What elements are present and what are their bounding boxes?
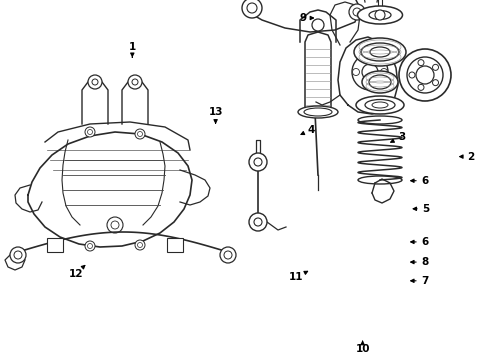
Text: 6: 6: [411, 237, 429, 247]
Circle shape: [128, 75, 142, 89]
Circle shape: [418, 60, 424, 66]
Text: 11: 11: [289, 271, 308, 282]
Circle shape: [85, 241, 95, 251]
Circle shape: [312, 19, 324, 31]
Ellipse shape: [369, 75, 391, 89]
Circle shape: [107, 217, 123, 233]
Circle shape: [254, 158, 262, 166]
Circle shape: [224, 251, 232, 259]
Circle shape: [349, 4, 365, 20]
Circle shape: [138, 243, 143, 248]
Circle shape: [88, 243, 93, 248]
Circle shape: [135, 129, 145, 139]
Circle shape: [362, 64, 378, 80]
Text: 4: 4: [301, 125, 315, 135]
Ellipse shape: [361, 43, 399, 61]
Circle shape: [14, 251, 22, 259]
Text: 9: 9: [299, 13, 314, 23]
Circle shape: [418, 84, 424, 90]
Ellipse shape: [365, 99, 395, 111]
Ellipse shape: [362, 71, 398, 93]
Circle shape: [353, 8, 361, 16]
FancyBboxPatch shape: [167, 238, 183, 252]
Circle shape: [10, 247, 26, 263]
Ellipse shape: [369, 10, 391, 19]
Circle shape: [88, 75, 102, 89]
Text: 5: 5: [413, 204, 430, 214]
Circle shape: [249, 153, 267, 171]
Ellipse shape: [370, 47, 390, 57]
Text: 13: 13: [208, 107, 223, 123]
Text: 3: 3: [391, 132, 405, 142]
Text: 7: 7: [411, 276, 429, 286]
Circle shape: [367, 82, 373, 90]
Ellipse shape: [356, 96, 404, 114]
Text: 2: 2: [460, 152, 474, 162]
Circle shape: [416, 66, 434, 84]
Circle shape: [399, 49, 451, 101]
Circle shape: [138, 131, 143, 136]
Circle shape: [381, 68, 388, 76]
Circle shape: [132, 79, 138, 85]
Ellipse shape: [304, 108, 332, 116]
Circle shape: [88, 130, 93, 135]
Circle shape: [352, 68, 360, 76]
Text: 10: 10: [355, 341, 370, 354]
Circle shape: [135, 240, 145, 250]
Ellipse shape: [354, 38, 406, 66]
Text: 1: 1: [129, 42, 136, 57]
Circle shape: [249, 213, 267, 231]
Circle shape: [247, 3, 257, 13]
Ellipse shape: [298, 106, 338, 118]
Circle shape: [111, 221, 119, 229]
Circle shape: [409, 72, 415, 78]
Ellipse shape: [358, 6, 402, 24]
Ellipse shape: [372, 102, 388, 108]
Text: 12: 12: [69, 265, 85, 279]
Circle shape: [92, 79, 98, 85]
Text: 6: 6: [411, 176, 429, 186]
Circle shape: [352, 54, 388, 90]
Circle shape: [254, 218, 262, 226]
Text: 8: 8: [411, 257, 429, 267]
Circle shape: [242, 0, 262, 18]
Circle shape: [375, 10, 385, 20]
Circle shape: [433, 64, 439, 70]
Circle shape: [367, 54, 373, 62]
Circle shape: [220, 247, 236, 263]
Circle shape: [85, 127, 95, 137]
Circle shape: [433, 80, 439, 86]
Circle shape: [407, 57, 443, 93]
FancyBboxPatch shape: [47, 238, 63, 252]
